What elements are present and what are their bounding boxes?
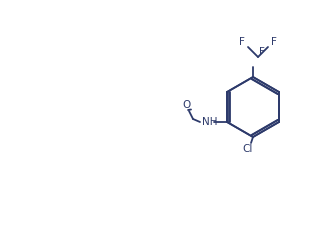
Text: NH: NH (202, 117, 218, 127)
Text: F: F (259, 47, 265, 57)
Text: F: F (239, 37, 245, 47)
Text: F: F (271, 37, 277, 47)
Text: O: O (182, 100, 190, 110)
Text: Cl: Cl (243, 144, 253, 154)
